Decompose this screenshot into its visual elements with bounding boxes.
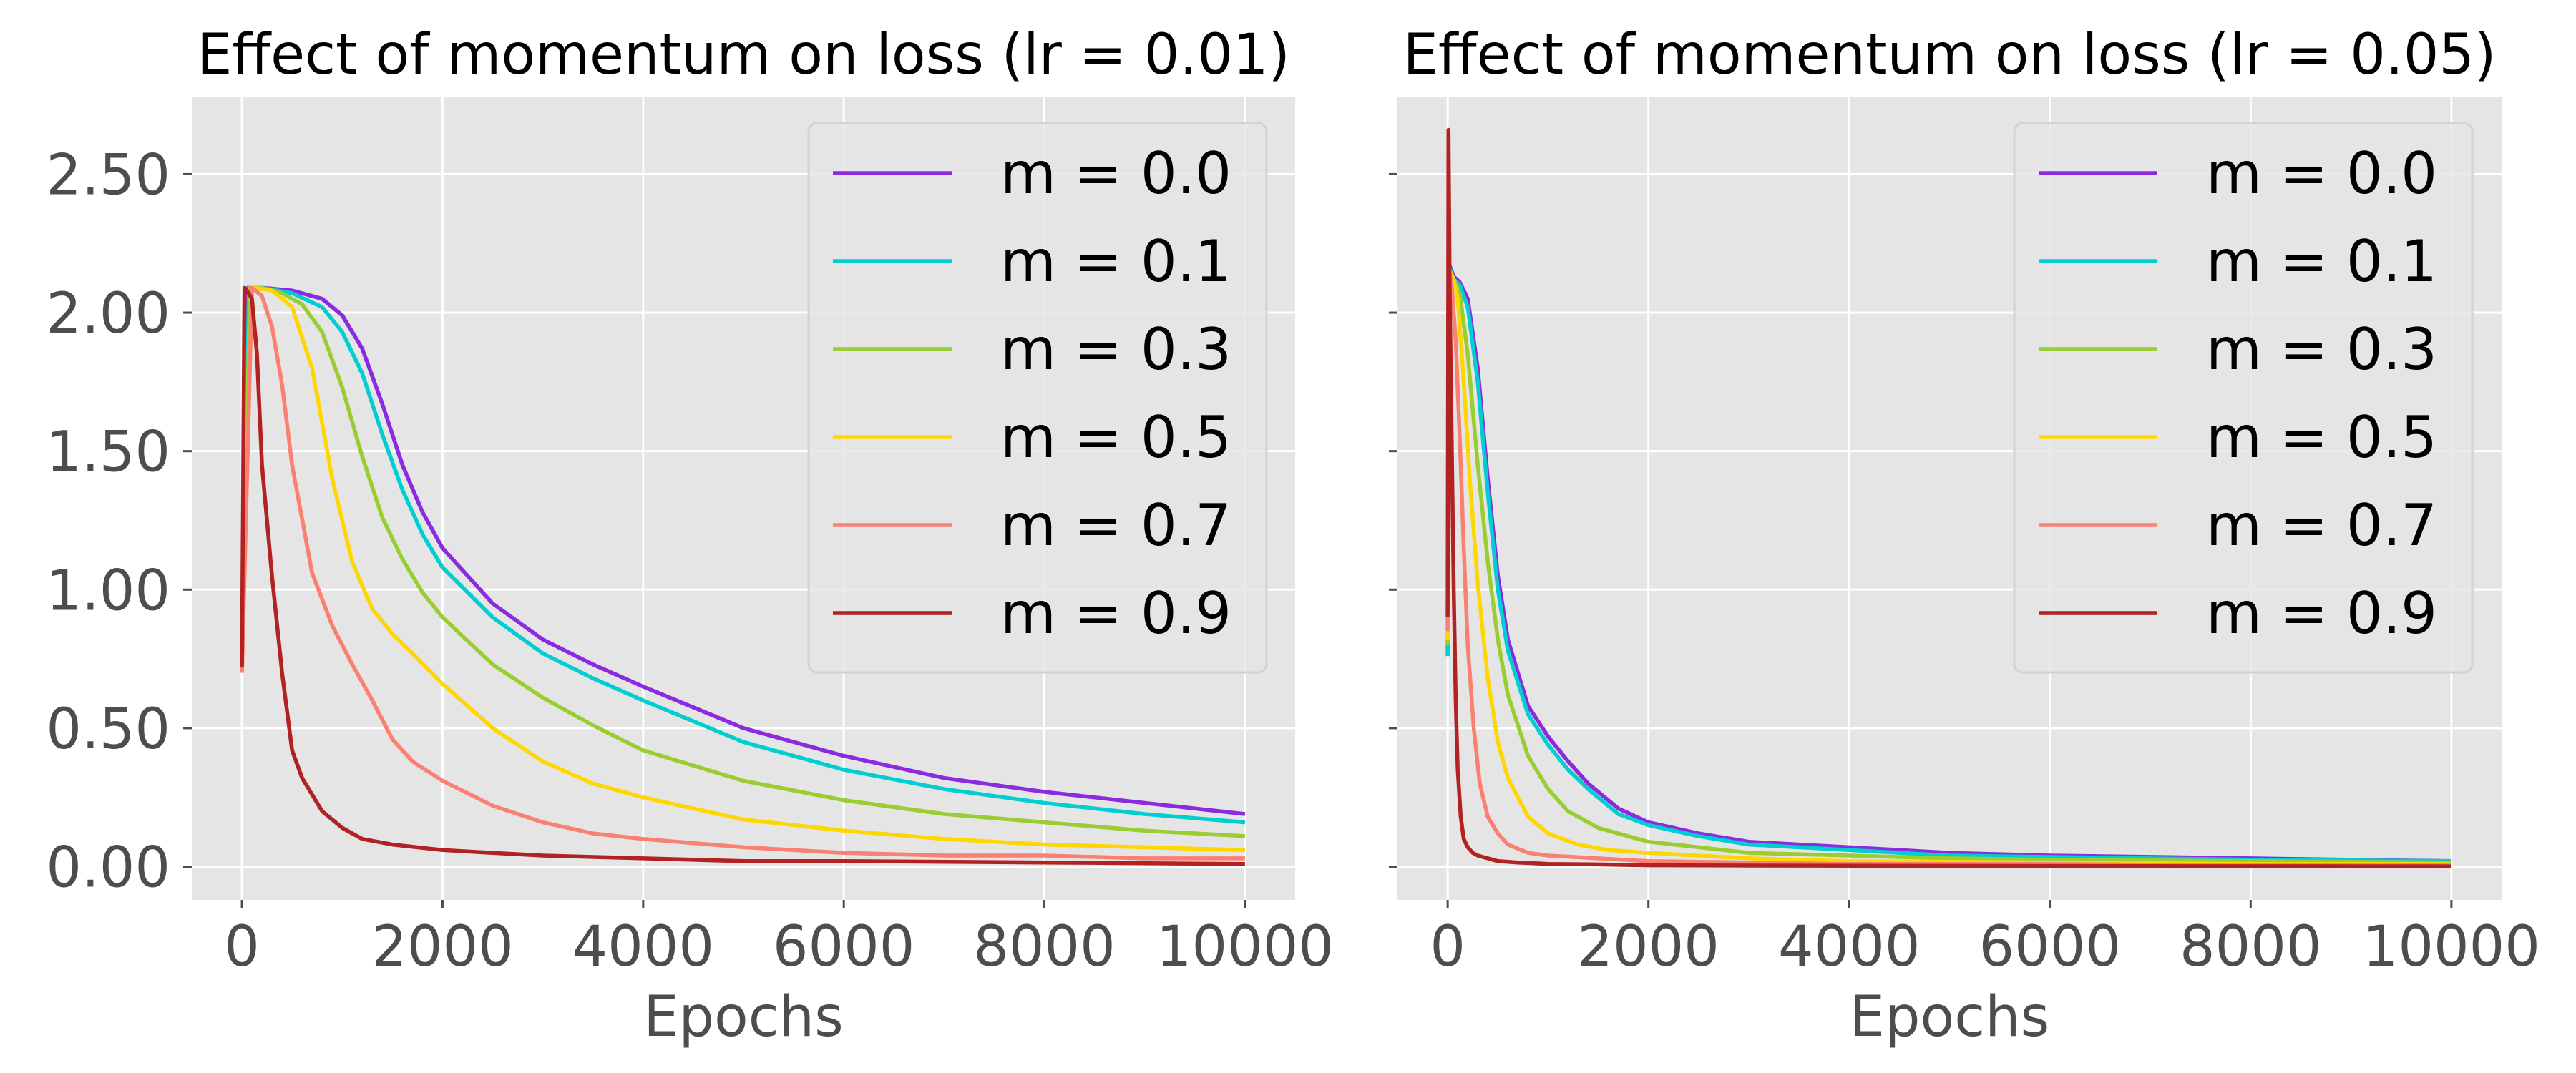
- x-tick-label: 8000: [973, 915, 1116, 979]
- x-tick-label: 4000: [572, 915, 715, 979]
- y-tick-label: 1.00: [46, 559, 170, 623]
- x-tick-label: 2000: [371, 915, 514, 979]
- x-tick-label: 4000: [1778, 915, 1921, 979]
- series-line-05: [1445, 269, 2451, 866]
- series-line-03: [1445, 269, 2451, 865]
- legend-label: m = 0.3: [2206, 316, 2437, 383]
- legend-label: m = 0.9: [1000, 580, 1231, 647]
- legend-item: m = 0.0: [833, 140, 1231, 207]
- legend-label: m = 0.3: [1000, 316, 1231, 383]
- legend-label: m = 0.1: [2206, 228, 2437, 295]
- x-tick-label: 10000: [2363, 915, 2540, 979]
- series-line-00: [240, 285, 1246, 816]
- series-line-07: [240, 285, 1245, 861]
- x-axis-label: Epochs: [643, 985, 843, 1049]
- legend-item: m = 0.9: [2039, 580, 2437, 647]
- chart-title: Effect of momentum on loss (lr = 0.01): [197, 23, 1290, 87]
- legend: m = 0.0 m = 0.1 m = 0.3 m = 0.5 m = 0.7 m = 0…: [2013, 122, 2474, 674]
- right-subplot: 0 2000 4000 6000 8000 10000 Effect of momentum…: [1389, 23, 2540, 1049]
- legend-item: m = 0.5: [833, 404, 1231, 471]
- legend-label: m = 0.5: [2206, 404, 2437, 471]
- x-tick-label: 0: [1430, 915, 1465, 979]
- series-line-09: [1445, 127, 2451, 868]
- legend-label: m = 0.1: [1000, 228, 1231, 295]
- legend-label: m = 0.7: [1000, 492, 1231, 559]
- series-line-01: [1445, 266, 2451, 863]
- series-line-05: [240, 285, 1245, 853]
- x-tick-label: 8000: [2180, 915, 2322, 979]
- legend-item: m = 0.5: [2039, 404, 2437, 471]
- legend-item: m = 0.9: [833, 580, 1231, 647]
- legend-item: m = 0.7: [2039, 492, 2437, 559]
- series-line-03: [240, 285, 1246, 838]
- legend-label: m = 0.0: [1000, 140, 1231, 207]
- x-tick-label: 6000: [773, 915, 915, 979]
- legend-item: m = 0.0: [2039, 140, 2437, 207]
- x-tick-label: 0: [224, 915, 260, 979]
- x-axis-label: Epochs: [1850, 985, 2049, 1049]
- y-tick-label: 0.00: [46, 836, 170, 901]
- series-line-01: [240, 285, 1246, 825]
- x-tick-label: 6000: [1979, 915, 2122, 979]
- legend-label: m = 0.7: [2206, 492, 2437, 559]
- legend-item: m = 0.3: [2039, 316, 2437, 383]
- legend: m = 0.0 m = 0.1 m = 0.3 m = 0.5 m = 0.7 m = 0…: [807, 122, 1268, 674]
- y-tick-label: 2.00: [46, 282, 170, 346]
- legend-item: m = 0.7: [833, 492, 1231, 559]
- legend-label: m = 0.5: [1000, 404, 1231, 471]
- legend-label: m = 0.9: [2206, 580, 2437, 647]
- left-subplot: 0 2000 4000 6000 8000 10000 0.00 0.50 1.00 1.50 2.…: [46, 23, 1334, 1049]
- y-tick-label: 0.50: [46, 697, 170, 762]
- series-line-07: [1445, 269, 2451, 868]
- legend-label: m = 0.0: [2206, 140, 2437, 207]
- legend-item: m = 0.1: [2039, 228, 2437, 295]
- series-line-09: [240, 285, 1245, 866]
- y-tick-label: 1.50: [46, 421, 170, 485]
- legend-item: m = 0.1: [833, 228, 1231, 295]
- legend-item: m = 0.3: [833, 316, 1231, 383]
- x-tick-label: 2000: [1577, 915, 1719, 979]
- y-tick-label: 2.50: [46, 143, 170, 207]
- chart-title: Effect of momentum on loss (lr = 0.05): [1403, 23, 2497, 87]
- x-tick-label: 10000: [1156, 915, 1334, 979]
